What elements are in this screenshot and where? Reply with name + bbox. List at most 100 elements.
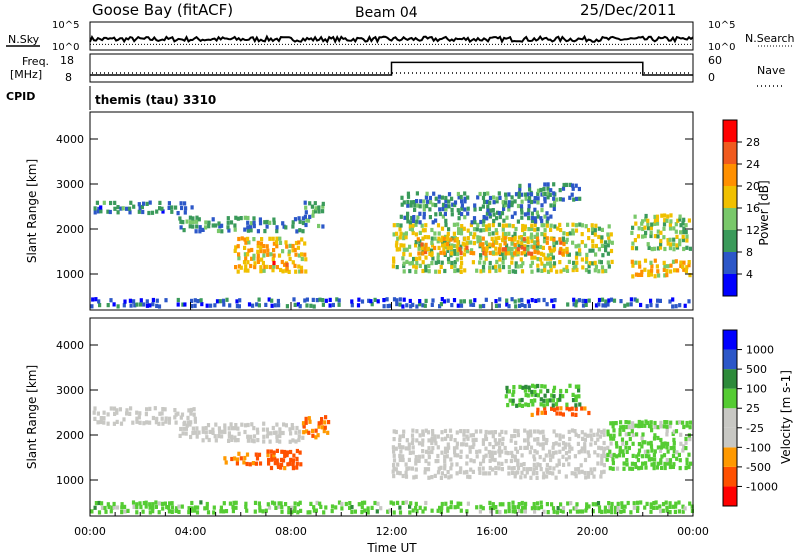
power-cell [513, 269, 518, 274]
velocity-cell [594, 502, 599, 507]
velocity-cell [672, 449, 676, 454]
velocity-cell [153, 406, 157, 411]
power-cell [437, 269, 441, 274]
velocity-cell [471, 444, 475, 450]
velocity-cell [129, 406, 133, 411]
power-cell [679, 230, 683, 235]
velocity-cell [449, 474, 453, 479]
power-cell [198, 229, 202, 234]
velocity-cell [466, 429, 470, 434]
power-cell [440, 235, 445, 240]
velocity-cell [99, 416, 103, 421]
power-cell [561, 186, 566, 191]
velocity-cell [179, 415, 183, 420]
power-cell [414, 265, 418, 270]
velocity-cell [561, 446, 565, 451]
power-cell [671, 304, 675, 309]
velocity-cell [583, 470, 587, 476]
velocity-cell [289, 449, 293, 455]
velocity-cell [193, 416, 197, 421]
velocity-cell [475, 449, 479, 454]
velocity-cell [574, 432, 578, 437]
velocity-cell [272, 453, 276, 458]
velocity-cell [567, 429, 571, 434]
velocity-cell [606, 452, 610, 457]
power-cell [293, 247, 297, 253]
velocity-cell [314, 435, 318, 440]
power-cell [520, 302, 524, 307]
power-cell [597, 302, 601, 307]
power-cell [503, 241, 507, 246]
power-cell [437, 194, 441, 199]
velocity-cell [100, 505, 105, 510]
velocity-cell [363, 508, 367, 513]
power-cell [584, 243, 588, 248]
velocity-cell [421, 509, 425, 514]
velocity-cell [554, 402, 559, 407]
power-cell [505, 215, 509, 220]
velocity-cell [584, 475, 588, 480]
velocity-cell [115, 410, 119, 415]
power-cell [553, 224, 557, 229]
velocity-cell [684, 446, 688, 451]
power-cell [520, 237, 524, 242]
power-cell [453, 202, 457, 208]
velocity-cell [517, 502, 521, 507]
velocity-cell [233, 438, 238, 443]
velocity-cell [649, 444, 654, 449]
power-cell [184, 206, 188, 211]
power-cell [299, 265, 304, 270]
velocity-cell [278, 433, 282, 439]
velocity-cell [481, 506, 485, 511]
power-cell [526, 211, 530, 216]
power-cell [479, 253, 483, 258]
power-cell [132, 204, 136, 209]
velocity-cell [673, 509, 677, 514]
power-cell [297, 264, 301, 269]
velocity-cell [280, 449, 284, 454]
velocity-cell [640, 454, 644, 459]
power-cell [482, 199, 487, 205]
velocity-cell [516, 458, 520, 463]
power-cell [142, 201, 146, 206]
velocity-cell [265, 427, 269, 432]
velocity-cell [653, 425, 657, 430]
power-cell [266, 248, 270, 253]
power-cell [498, 214, 502, 220]
power-cell [574, 244, 578, 249]
power-cell [540, 268, 544, 273]
velocity-cell [434, 459, 438, 464]
power-cell [400, 202, 404, 207]
power-cell [652, 246, 657, 251]
power-cell [630, 230, 634, 235]
power-cell [459, 244, 463, 249]
velocity-cell [540, 384, 544, 389]
power-cell [536, 263, 540, 268]
velocity-cell [418, 505, 422, 510]
velocity-cell [578, 509, 582, 514]
velocity-cell [518, 508, 522, 513]
power-cell [527, 303, 531, 308]
velocity-cell [663, 441, 667, 446]
power-cell [415, 261, 419, 266]
power-cell [565, 232, 569, 237]
velocity-cell [549, 457, 553, 463]
power-cell [400, 195, 404, 200]
velocity-cell [511, 401, 515, 406]
power-cell [552, 243, 556, 248]
velocity-cell [284, 502, 288, 507]
power-cell [466, 228, 470, 233]
power-cell [296, 302, 300, 307]
power-cell [446, 232, 450, 237]
power-cell [350, 299, 354, 304]
power-cell [434, 212, 438, 217]
power-cell [246, 228, 250, 233]
power-cell [239, 265, 243, 270]
velocity-cell [659, 437, 663, 443]
power-cell [575, 251, 579, 256]
velocity-cell [509, 438, 513, 443]
velocity-cell [546, 510, 550, 515]
velocity-cell [543, 393, 547, 398]
power-cell [662, 235, 666, 240]
